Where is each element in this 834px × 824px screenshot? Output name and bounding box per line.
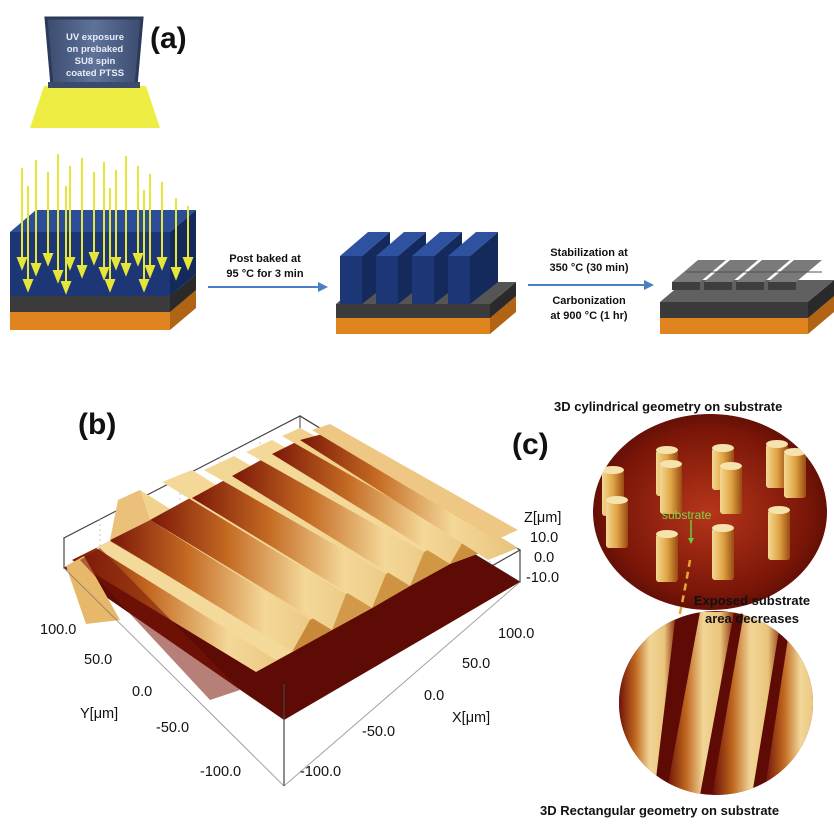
uv-rays (16, 154, 194, 295)
lamp-text-line: SU8 spin (74, 56, 116, 67)
y-tick: 0.0 (132, 684, 153, 700)
x-tick: -50.0 (362, 724, 396, 740)
rectangular-title: 3D Rectangular geometry on substrate (540, 803, 780, 818)
x-axis-title: X[μm] (452, 710, 491, 726)
lamp-text-line: on prebaked (66, 44, 124, 55)
x-tick: 50.0 (462, 656, 491, 672)
patterned-su8-ridges (336, 232, 516, 334)
step-text: 95 °C for 3 min (226, 268, 304, 280)
rectangular-geometry-image (619, 611, 813, 795)
cylindrical-geometry-image (593, 414, 827, 610)
uv-lamp (30, 16, 160, 128)
panel-b-label: (b) (78, 408, 117, 441)
step-text: at 900 °C (1 hr) (550, 310, 628, 322)
process-arrow-2 (528, 280, 654, 290)
step-stabilization: Stabilization at 350 °C (30 min) (530, 246, 648, 276)
step-text: Post baked at (229, 253, 301, 265)
carbonized-ridges (660, 260, 834, 334)
afm-3d-surface (62, 415, 522, 787)
note-line: Exposed substrate (693, 593, 811, 608)
y-tick: -50.0 (156, 720, 190, 736)
lamp-text: UV exposure on prebaked SU8 spin coated … (48, 32, 142, 80)
step-post-bake: Post baked at 95 °C for 3 min (210, 252, 320, 282)
step-text: Carbonization (552, 295, 626, 307)
z-axis-title: Z[μm] (524, 510, 562, 526)
z-tick: 10.0 (530, 530, 559, 546)
z-tick: 0.0 (534, 550, 555, 566)
y-tick: -100.0 (200, 764, 242, 780)
lamp-text-line: UV exposure (65, 32, 125, 43)
y-axis-title: Y[μm] (80, 706, 119, 722)
y-tick: 100.0 (40, 622, 77, 638)
step-text: 350 °C (30 min) (549, 262, 629, 274)
x-tick: 100.0 (498, 626, 535, 642)
panel-a-label: (a) (150, 22, 187, 55)
exposed-area-note: Exposed substrate area decreases (670, 592, 834, 628)
note-line: area decreases (705, 611, 799, 626)
panel-c-label: (c) (512, 428, 549, 461)
step-carbonization: Carbonization at 900 °C (1 hr) (530, 294, 648, 324)
z-tick: -10.0 (526, 570, 560, 586)
x-tick: -100.0 (300, 764, 342, 780)
y-tick: 50.0 (84, 652, 113, 668)
lamp-text-line: coated PTSS (65, 68, 125, 79)
process-arrow-1 (208, 282, 328, 292)
cylindrical-title: 3D cylindrical geometry on substrate (554, 399, 783, 414)
x-tick: 0.0 (424, 688, 445, 704)
step-text: Stabilization at (550, 247, 628, 259)
substrate-label: substrate (662, 508, 712, 522)
